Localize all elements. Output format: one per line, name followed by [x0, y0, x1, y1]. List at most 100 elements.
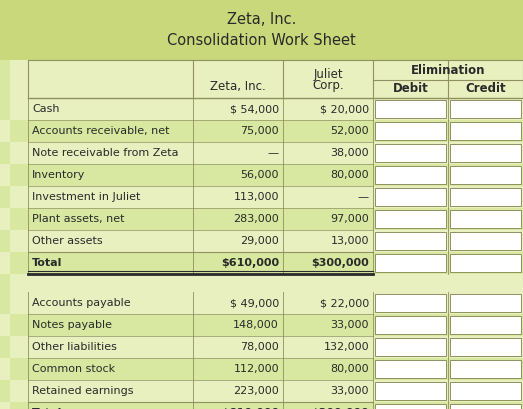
Text: Cash: Cash [32, 104, 60, 114]
Text: 223,000: 223,000 [233, 386, 279, 396]
Text: Retained earnings: Retained earnings [32, 386, 133, 396]
Bar [10, 98, 28, 120]
Text: Juliet: Juliet [313, 67, 343, 81]
Bar [0, 0, 523, 60]
Text: Inventory: Inventory [32, 170, 85, 180]
Text: 80,000: 80,000 [331, 170, 369, 180]
Bar [10, 120, 28, 142]
Bar [450, 210, 521, 228]
Text: $300,000: $300,000 [311, 258, 369, 268]
Bar [0, 120, 523, 142]
Bar [375, 316, 446, 334]
Text: Accounts payable: Accounts payable [32, 298, 131, 308]
Text: $610,000: $610,000 [221, 258, 279, 268]
Bar [0, 380, 10, 402]
Text: 78,000: 78,000 [240, 342, 279, 352]
Bar [375, 144, 446, 162]
Bar [0, 292, 523, 314]
Text: 52,000: 52,000 [331, 126, 369, 136]
Bar [0, 142, 523, 164]
Bar [450, 166, 521, 184]
Bar [10, 358, 28, 380]
Text: $ 54,000: $ 54,000 [230, 104, 279, 114]
Bar [0, 98, 10, 120]
Bar [0, 358, 523, 380]
Bar [0, 314, 523, 336]
Text: 112,000: 112,000 [233, 364, 279, 374]
Bar [0, 402, 523, 409]
Text: Elimination: Elimination [411, 64, 485, 77]
Text: Zeta, Inc.: Zeta, Inc. [227, 12, 296, 27]
Bar [0, 274, 523, 292]
Text: $ 20,000: $ 20,000 [320, 104, 369, 114]
Bar [450, 338, 521, 356]
Text: 113,000: 113,000 [233, 192, 279, 202]
Bar [450, 404, 521, 409]
Bar [0, 230, 10, 252]
Bar [450, 144, 521, 162]
Bar [450, 382, 521, 400]
Text: Other liabilities: Other liabilities [32, 342, 117, 352]
Bar [0, 314, 10, 336]
Bar [450, 188, 521, 206]
Bar [10, 402, 28, 409]
Bar [375, 188, 446, 206]
Bar [0, 358, 10, 380]
Text: Total: Total [32, 258, 62, 268]
Bar [375, 254, 446, 272]
Text: Investment in Juliet: Investment in Juliet [32, 192, 140, 202]
Text: 283,000: 283,000 [233, 214, 279, 224]
Bar [0, 98, 523, 120]
Bar [10, 230, 28, 252]
Bar [375, 166, 446, 184]
Text: Credit: Credit [465, 82, 506, 95]
Bar [0, 252, 523, 274]
Text: 29,000: 29,000 [240, 236, 279, 246]
Bar [0, 60, 10, 98]
Text: Notes payable: Notes payable [32, 320, 112, 330]
Bar [0, 336, 10, 358]
Text: Accounts receivable, net: Accounts receivable, net [32, 126, 169, 136]
Bar [0, 120, 10, 142]
Bar [0, 142, 10, 164]
Text: $610,000: $610,000 [221, 408, 279, 409]
Text: 33,000: 33,000 [331, 386, 369, 396]
Bar [0, 208, 523, 230]
Bar [375, 382, 446, 400]
Bar [450, 254, 521, 272]
Bar [10, 186, 28, 208]
Text: 38,000: 38,000 [331, 148, 369, 158]
Text: Total: Total [32, 408, 62, 409]
Text: $ 49,000: $ 49,000 [230, 298, 279, 308]
Bar [0, 186, 10, 208]
Text: 56,000: 56,000 [241, 170, 279, 180]
Bar [0, 60, 523, 98]
Bar [375, 404, 446, 409]
Bar [10, 164, 28, 186]
Bar [0, 274, 10, 292]
Bar [10, 292, 28, 314]
Text: 80,000: 80,000 [331, 364, 369, 374]
Text: 132,000: 132,000 [323, 342, 369, 352]
Bar [375, 210, 446, 228]
Bar [10, 380, 28, 402]
Bar [375, 294, 446, 312]
Bar [10, 142, 28, 164]
Bar [0, 402, 10, 409]
Bar [450, 316, 521, 334]
Text: Debit: Debit [393, 82, 428, 95]
Text: 75,000: 75,000 [241, 126, 279, 136]
Text: Other assets: Other assets [32, 236, 103, 246]
Text: Note receivable from Zeta: Note receivable from Zeta [32, 148, 178, 158]
Bar [450, 360, 521, 378]
Bar [0, 186, 523, 208]
Bar [10, 336, 28, 358]
Bar [0, 164, 523, 186]
Bar [450, 122, 521, 140]
Text: —: — [268, 148, 279, 158]
Bar [0, 230, 523, 252]
Text: $ 22,000: $ 22,000 [320, 298, 369, 308]
Bar [450, 232, 521, 250]
Bar [375, 338, 446, 356]
Text: Common stock: Common stock [32, 364, 115, 374]
